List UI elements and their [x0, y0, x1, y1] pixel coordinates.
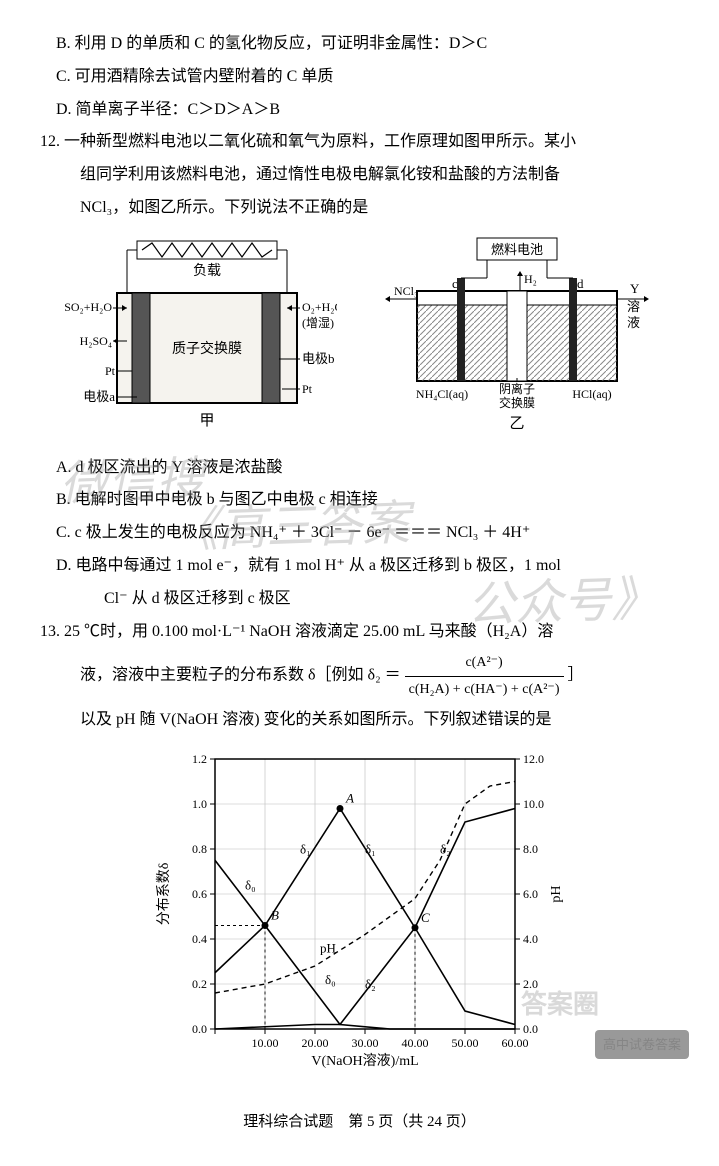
svg-text:B: B — [271, 907, 279, 922]
q13-stem2-pre: 液，溶液中主要粒子的分布系数 δ［例如 δ₂ ＝ — [80, 667, 401, 684]
q13-frac-num: c(A²⁻) — [405, 650, 564, 676]
q12-figure-2: 燃料电池 c d H₂ — [372, 233, 662, 444]
q12-option-c: C. c 极上发生的电极反应为 NH₄⁺ ＋ 3Cl⁻ － 6e⁻ ＝＝＝ NC… — [40, 519, 679, 548]
svg-text:0.2: 0.2 — [192, 977, 207, 991]
fig1-membrane: 质子交换膜 — [172, 340, 242, 357]
fig1-left-mat: Pt — [105, 364, 116, 378]
svg-text:60.00: 60.00 — [501, 1036, 528, 1050]
svg-text:50.00: 50.00 — [451, 1036, 478, 1050]
fig1-left-gas: SO₂+H₂O — [64, 300, 112, 314]
corner-watermark-2: 高中试卷答案 — [595, 1030, 689, 1059]
fig2-caption: 乙 — [509, 416, 524, 432]
svg-text:30.00: 30.00 — [351, 1036, 378, 1050]
svg-text:分布系数δ: 分布系数δ — [156, 862, 172, 925]
fig2-rightbath: HCl(aq) — [572, 387, 611, 401]
svg-text:10.0: 10.0 — [523, 797, 544, 811]
fig1-right-gas: O₂+H₂O — [302, 300, 337, 314]
q13-stem-line2: 液，溶液中主要粒子的分布系数 δ［例如 δ₂ ＝ c(A²⁻) c(H₂A) +… — [40, 650, 679, 701]
q12-stem-line2: 组同学利用该燃料电池，通过惰性电极电解氯化铵和盐酸的方法制备 — [40, 161, 679, 190]
q12-stem-line1: 12. 一种新型燃料电池以二氧化硫和氧气为原料，工作原理如图甲所示。某小 — [40, 128, 679, 157]
q13-stem2-post: ］ — [568, 667, 584, 684]
q12-option-d1: D. 电路中每通过 1 mol e⁻，就有 1 mol H⁺ 从 a 极区迁移到… — [40, 552, 679, 581]
svg-text:δ₁: δ₁ — [365, 841, 376, 856]
svg-text:0.0: 0.0 — [192, 1022, 207, 1036]
svg-text:V(NaOH溶液)/mL: V(NaOH溶液)/mL — [311, 1053, 418, 1069]
svg-text:20.00: 20.00 — [301, 1036, 328, 1050]
watermark-1: 微信搜 — [59, 438, 206, 529]
q12-stem-line3: NCl₃，如图乙所示。下列说法不正确的是 — [40, 194, 679, 223]
fig1-right-elec: 电极b — [302, 351, 335, 366]
fig2-h2: H₂ — [524, 272, 537, 286]
svg-text:δ₀: δ₀ — [325, 972, 336, 987]
svg-text:0.6: 0.6 — [192, 887, 207, 901]
corner-watermark-1: 答案圈 — [521, 982, 599, 1029]
q13-frac-den: c(H₂A) + c(HA⁻) + c(A²⁻) — [405, 677, 564, 702]
svg-text:12.0: 12.0 — [523, 752, 544, 766]
fig2-leftbath: NH₄Cl(aq) — [416, 387, 468, 401]
q12-option-d2: Cl⁻ 从 d 极区迁移到 c 极区 — [40, 585, 679, 614]
fig1-left-prod: H₂SO₄ — [80, 334, 112, 348]
fig1-right-mat: Pt — [302, 382, 313, 396]
svg-text:0.4: 0.4 — [192, 932, 207, 946]
q13-chart: 10.00 20.00 30.00 40.00 50.00 60.00 0.0 0.2 0.4 0… — [40, 739, 679, 1090]
q12-option-a: A. d 极区流出的 Y 溶液是浓盐酸 — [40, 454, 679, 483]
page-footer: 理科综合试题 第 5 页（共 24 页） — [40, 1109, 679, 1136]
svg-text:0.8: 0.8 — [192, 842, 207, 856]
q12-option-b: B. 电解时图甲中电极 b 与图乙中电极 c 相连接 — [40, 486, 679, 515]
svg-text:阴离子: 阴离子 — [499, 381, 535, 396]
svg-text:溶: 溶 — [627, 299, 640, 314]
svg-text:A: A — [345, 790, 354, 805]
svg-text:交换膜: 交换膜 — [499, 395, 535, 410]
svg-text:40.00: 40.00 — [401, 1036, 428, 1050]
q11-option-c: C. 可用酒精除去试管内壁附着的 C 单质 — [40, 63, 679, 92]
fig2-top: 燃料电池 — [491, 242, 543, 257]
svg-text:pH: pH — [549, 885, 564, 902]
fig1-caption: 甲 — [200, 413, 215, 429]
svg-text:δ₀: δ₀ — [245, 877, 256, 892]
fig2-ncl3: NCl₃ — [394, 284, 418, 298]
svg-text:液: 液 — [627, 315, 640, 330]
svg-text:1.2: 1.2 — [192, 752, 207, 766]
svg-text:4.0: 4.0 — [523, 932, 538, 946]
q12-figures: 负载 质子交换膜 SO₂+H₂O H₂SO₄ Pt 电极a O₂+H₂O (增湿… — [40, 233, 679, 444]
q11-option-b: B. 利用 D 的单质和 C 的氢化物反应，可证明非金属性：D＞C — [40, 30, 679, 59]
q11-option-d: D. 简单离子半径：C＞D＞A＞B — [40, 96, 679, 125]
svg-text:6.0: 6.0 — [523, 887, 538, 901]
fig1-load: 负载 — [193, 263, 221, 279]
svg-text:pH: pH — [320, 940, 336, 955]
svg-text:10.00: 10.00 — [251, 1036, 278, 1050]
svg-text:C: C — [421, 909, 430, 924]
q13-stem-line3: 以及 pH 随 V(NaOH 溶液) 变化的关系如图所示。下列叙述错误的是 — [40, 706, 679, 735]
svg-text:1.0: 1.0 — [192, 797, 207, 811]
svg-text:δ₁: δ₁ — [300, 841, 311, 856]
svg-text:8.0: 8.0 — [523, 842, 538, 856]
q13-stem-line1: 13. 25 ℃时，用 0.100 mol·L⁻¹ NaOH 溶液滴定 25.0… — [40, 618, 679, 647]
fig2-d: d — [577, 276, 584, 291]
q12-figure-1: 负载 质子交换膜 SO₂+H₂O H₂SO₄ Pt 电极a O₂+H₂O (增湿… — [57, 233, 337, 444]
fig1-right-note: (增湿) — [302, 315, 334, 330]
svg-text:δ₂: δ₂ — [440, 841, 451, 856]
fig1-left-elec: 电极a — [83, 389, 115, 404]
fig2-y-1: Y — [630, 281, 640, 296]
svg-text:δ₂: δ₂ — [365, 976, 376, 991]
q13-fraction: c(A²⁻) c(H₂A) + c(HA⁻) + c(A²⁻) — [405, 650, 564, 701]
